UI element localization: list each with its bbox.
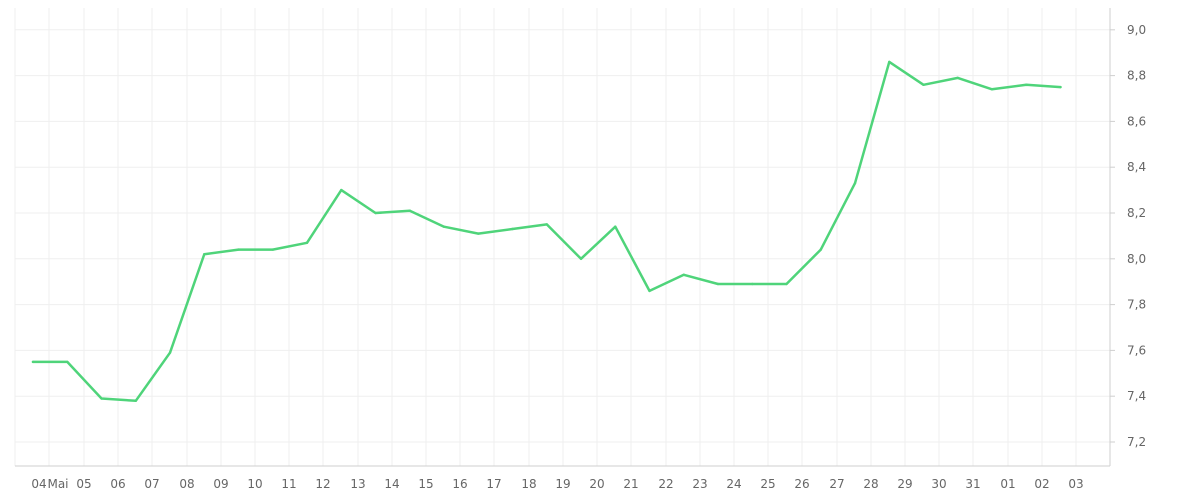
y-tick-label: 8,2 [1127,206,1146,220]
x-tick-label: 24 [726,477,741,491]
x-tick-label: 13 [350,477,365,491]
x-tick-label: 26 [794,477,809,491]
data-point [203,253,206,256]
x-axis-ticks: 04 Mai 05 06 07 08 09 10 11 12 13 14 15 16 17 18 19 20 21 2… [31,477,1083,491]
data-point [682,273,685,276]
data-point [305,241,309,244]
x-tick-label: 02 [1034,477,1049,491]
data-point [716,282,720,286]
data-point [340,188,343,192]
y-tick-label: 7,2 [1127,435,1146,449]
data-point [648,289,651,293]
data-point [477,232,480,235]
x-tick-label: 05 [76,477,91,491]
x-tick-label: 18 [521,477,536,491]
x-tick-label: 23 [692,477,707,491]
data-point [545,223,548,226]
x-tick-label: 29 [897,477,912,491]
x-tick-label: 27 [829,477,844,491]
data-points [31,60,1062,402]
data-point [66,360,69,364]
x-tick-label: 17 [486,477,501,491]
data-point [134,399,137,402]
data-point [990,88,994,91]
x-tick-label: 09 [213,477,228,491]
data-point [237,248,240,251]
data-point [1059,85,1062,89]
y-axis-ticks: 7,2 7,4 7,6 7,8 8,0 8,2 8,4 8,6 8,8 9,0 [1110,23,1146,449]
data-point [100,397,103,400]
data-point [442,225,446,228]
y-tick-label: 7,8 [1127,298,1146,312]
data-point [579,257,583,260]
y-tick-label: 8,8 [1127,69,1146,83]
x-tick-label: 14 [384,477,399,491]
data-point [819,248,822,251]
data-point [31,360,35,364]
data-point [168,351,172,354]
data-point [271,248,274,251]
x-tick-label: 10 [247,477,262,491]
data-point [511,227,514,231]
x-tick-label: 03 [1068,477,1083,491]
x-tick-label: 19 [555,477,570,491]
x-tick-label: 11 [281,477,296,491]
x-tick-label: 01 [1000,477,1015,491]
x-tick-label: 28 [863,477,878,491]
x-tick-label: 16 [452,477,467,491]
horizontal-gridlines [15,29,1110,443]
data-point [1025,83,1028,87]
x-tick-label: 21 [623,477,638,491]
data-point [751,282,754,286]
data-point [888,60,891,64]
vertical-gridlines [14,8,1077,466]
y-tick-label: 9,0 [1127,23,1146,37]
data-point [614,225,617,228]
x-tick-label: 25 [760,477,775,491]
x-tick-label: 20 [589,477,604,491]
data-point [785,282,788,286]
data-point [374,211,377,215]
data-point [408,209,411,212]
x-tick-label: 22 [658,477,673,491]
x-tick-label: 15 [418,477,433,491]
x-tick-label: 31 [965,477,980,491]
y-tick-label: 8,4 [1127,160,1146,174]
y-tick-label: 7,6 [1127,343,1146,357]
x-tick-label: 07 [144,477,159,491]
y-tick-label: 8,0 [1127,252,1146,266]
x-tick-label: 04 [31,477,46,491]
data-point [956,76,959,80]
x-tick-label: 08 [179,477,194,491]
data-point [922,83,925,87]
y-tick-label: 7,4 [1127,389,1146,403]
y-tick-label: 8,6 [1127,114,1146,128]
data-point [853,182,857,185]
x-tick-label: Mai [47,477,68,491]
x-tick-label: 06 [110,477,125,491]
x-tick-label: 12 [315,477,330,491]
x-tick-label: 30 [931,477,946,491]
